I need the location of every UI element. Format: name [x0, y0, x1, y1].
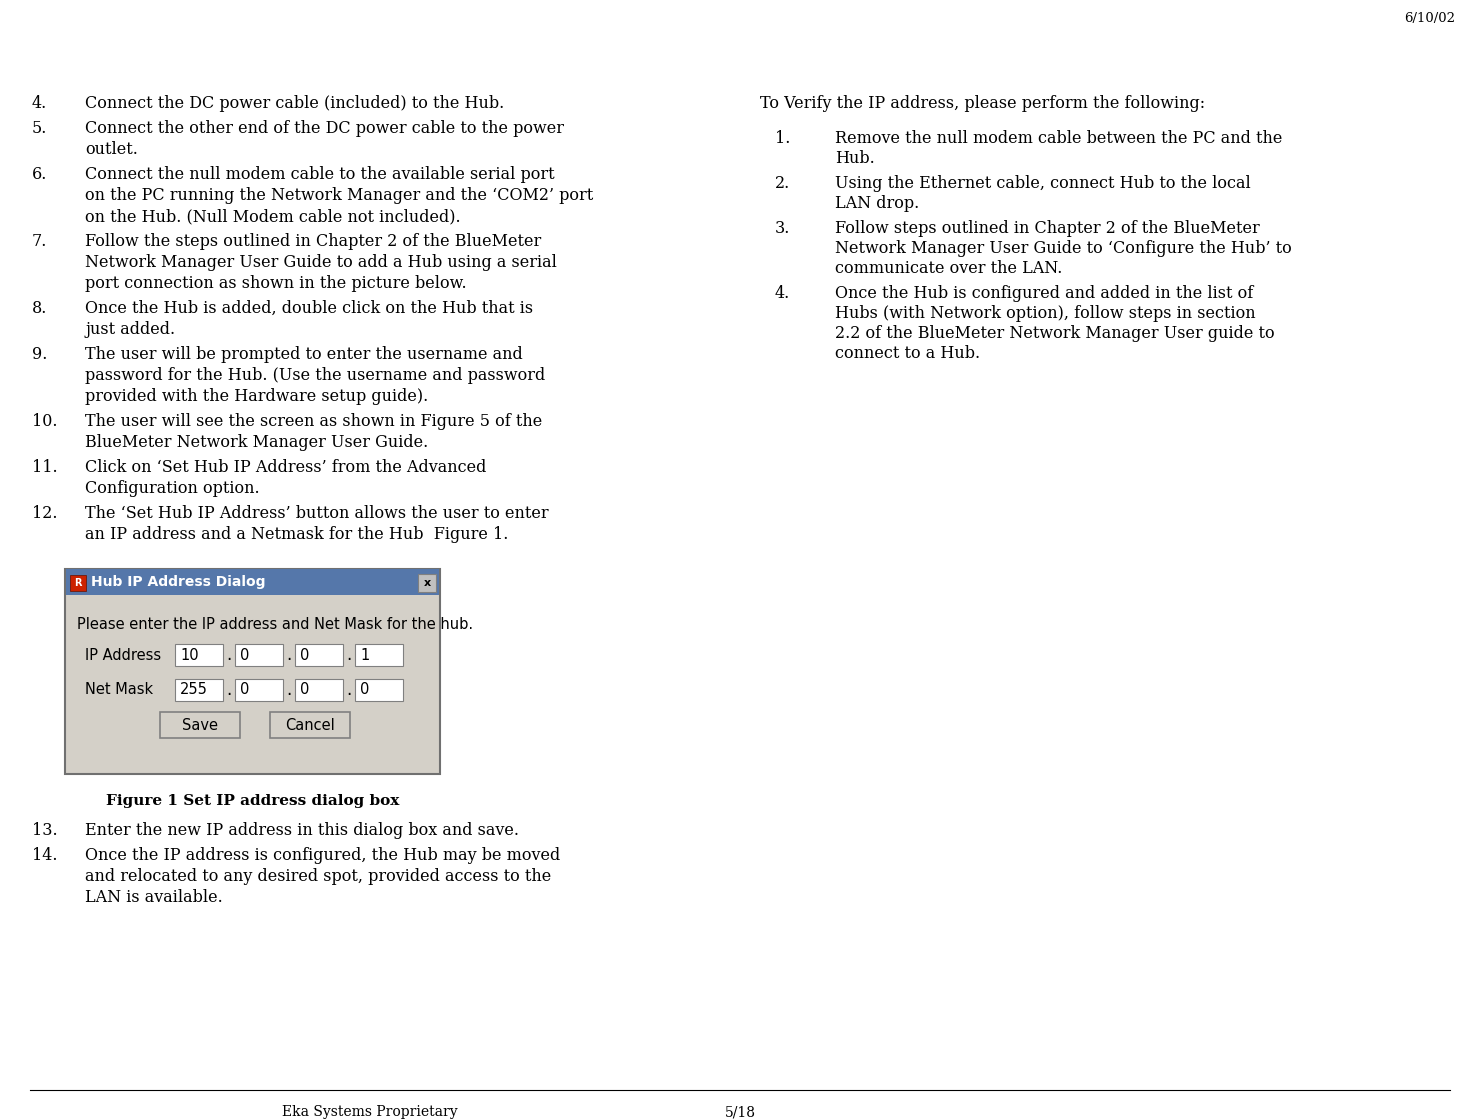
- Text: 0: 0: [300, 647, 309, 663]
- Text: .: .: [226, 681, 231, 699]
- Text: 6.: 6.: [33, 166, 47, 183]
- Text: 0: 0: [360, 682, 370, 698]
- Text: port connection as shown in the picture below.: port connection as shown in the picture …: [84, 276, 466, 292]
- Text: .: .: [346, 646, 351, 664]
- Text: The user will see the screen as shown in Figure 5 of the: The user will see the screen as shown in…: [84, 413, 542, 430]
- Text: .: .: [286, 646, 292, 664]
- Bar: [355, 644, 403, 666]
- Text: 0: 0: [240, 682, 249, 698]
- Text: 4.: 4.: [33, 95, 47, 112]
- Bar: [295, 644, 343, 666]
- Text: Please enter the IP address and Net Mask for the hub.: Please enter the IP address and Net Mask…: [77, 617, 474, 632]
- Text: 2.2 of the BlueMeter Network Manager User guide to: 2.2 of the BlueMeter Network Manager Use…: [835, 325, 1274, 342]
- Text: Connect the other end of the DC power cable to the power: Connect the other end of the DC power ca…: [84, 120, 564, 137]
- Text: The ‘Set Hub IP Address’ button allows the user to enter: The ‘Set Hub IP Address’ button allows t…: [84, 505, 549, 522]
- Bar: [235, 644, 283, 666]
- Text: 255: 255: [181, 682, 207, 698]
- Text: Click on ‘Set Hub IP Address’ from the Advanced: Click on ‘Set Hub IP Address’ from the A…: [84, 459, 487, 476]
- Text: Once the Hub is added, double click on the Hub that is: Once the Hub is added, double click on t…: [84, 300, 533, 317]
- Text: BlueMeter Network Manager User Guide.: BlueMeter Network Manager User Guide.: [84, 435, 428, 451]
- Text: Network Manager User Guide to add a Hub using a serial: Network Manager User Guide to add a Hub …: [84, 254, 556, 271]
- Text: 9.: 9.: [33, 346, 47, 363]
- Text: x: x: [423, 578, 431, 588]
- Text: 1: 1: [360, 647, 369, 663]
- Text: 14.: 14.: [33, 847, 58, 864]
- Bar: [295, 679, 343, 701]
- Text: .: .: [286, 681, 292, 699]
- Text: Configuration option.: Configuration option.: [84, 480, 259, 497]
- Text: LAN drop.: LAN drop.: [835, 195, 919, 212]
- Text: To Verify the IP address, please perform the following:: To Verify the IP address, please perform…: [761, 95, 1205, 112]
- Bar: [175, 644, 223, 666]
- Bar: [67, 569, 440, 595]
- Bar: [175, 679, 223, 701]
- Text: The user will be prompted to enter the username and: The user will be prompted to enter the u…: [84, 346, 522, 363]
- Text: 7.: 7.: [33, 233, 47, 250]
- Text: 0: 0: [240, 647, 249, 663]
- Text: outlet.: outlet.: [84, 141, 138, 158]
- Text: 13.: 13.: [33, 822, 58, 839]
- Bar: [235, 679, 283, 701]
- Text: an IP address and a Netmask for the Hub  Figure 1.: an IP address and a Netmask for the Hub …: [84, 526, 508, 543]
- Text: Net Mask: Net Mask: [84, 682, 152, 698]
- Text: connect to a Hub.: connect to a Hub.: [835, 345, 980, 362]
- Text: 5/18: 5/18: [725, 1105, 755, 1119]
- Text: provided with the Hardware setup guide).: provided with the Hardware setup guide).: [84, 388, 428, 405]
- Text: just added.: just added.: [84, 321, 175, 338]
- Text: Enter the new IP address in this dialog box and save.: Enter the new IP address in this dialog …: [84, 822, 519, 839]
- Text: LAN is available.: LAN is available.: [84, 889, 223, 906]
- Bar: [70, 575, 86, 591]
- Text: Connect the DC power cable (included) to the Hub.: Connect the DC power cable (included) to…: [84, 95, 505, 112]
- Text: and relocated to any desired spot, provided access to the: and relocated to any desired spot, provi…: [84, 868, 551, 885]
- Text: Follow steps outlined in Chapter 2 of the BlueMeter: Follow steps outlined in Chapter 2 of th…: [835, 220, 1259, 237]
- Text: Save: Save: [182, 718, 218, 732]
- Text: Hubs (with Network option), follow steps in section: Hubs (with Network option), follow steps…: [835, 305, 1255, 323]
- Text: Figure 1 Set IP address dialog box: Figure 1 Set IP address dialog box: [105, 794, 400, 808]
- Bar: [417, 573, 437, 592]
- Text: Hub.: Hub.: [835, 150, 875, 167]
- Text: 5.: 5.: [33, 120, 47, 137]
- Text: Eka Systems Proprietary: Eka Systems Proprietary: [283, 1105, 457, 1119]
- Bar: [65, 569, 440, 774]
- Text: R: R: [74, 578, 81, 588]
- Text: 0: 0: [300, 682, 309, 698]
- Text: password for the Hub. (Use the username and password: password for the Hub. (Use the username …: [84, 367, 545, 384]
- Text: Follow the steps outlined in Chapter 2 of the BlueMeter: Follow the steps outlined in Chapter 2 o…: [84, 233, 542, 250]
- Text: Connect the null modem cable to the available serial port: Connect the null modem cable to the avai…: [84, 166, 555, 183]
- Text: Network Manager User Guide to ‘Configure the Hub’ to: Network Manager User Guide to ‘Configure…: [835, 240, 1292, 256]
- Text: Hub IP Address Dialog: Hub IP Address Dialog: [90, 575, 265, 589]
- Text: on the PC running the Network Manager and the ‘COM2’ port: on the PC running the Network Manager an…: [84, 187, 593, 204]
- Text: IP Address: IP Address: [84, 647, 161, 663]
- Text: 3.: 3.: [776, 220, 790, 237]
- Bar: [269, 712, 349, 738]
- Bar: [355, 679, 403, 701]
- Text: Cancel: Cancel: [286, 718, 334, 732]
- Text: .: .: [346, 681, 351, 699]
- Text: 11.: 11.: [33, 459, 58, 476]
- Text: Once the IP address is configured, the Hub may be moved: Once the IP address is configured, the H…: [84, 847, 561, 864]
- Text: 4.: 4.: [776, 284, 790, 302]
- Text: 12.: 12.: [33, 505, 58, 522]
- Text: Remove the null modem cable between the PC and the: Remove the null modem cable between the …: [835, 130, 1282, 147]
- Text: 1.: 1.: [776, 130, 790, 147]
- Text: 6/10/02: 6/10/02: [1405, 12, 1455, 25]
- Text: 8.: 8.: [33, 300, 47, 317]
- Text: 2.: 2.: [776, 175, 790, 192]
- Bar: [160, 712, 240, 738]
- Text: 10.: 10.: [33, 413, 58, 430]
- Text: Using the Ethernet cable, connect Hub to the local: Using the Ethernet cable, connect Hub to…: [835, 175, 1251, 192]
- Text: Once the Hub is configured and added in the list of: Once the Hub is configured and added in …: [835, 284, 1254, 302]
- Text: 10: 10: [181, 647, 198, 663]
- Text: on the Hub. (Null Modem cable not included).: on the Hub. (Null Modem cable not includ…: [84, 208, 460, 225]
- Text: communicate over the LAN.: communicate over the LAN.: [835, 260, 1063, 277]
- Text: .: .: [226, 646, 231, 664]
